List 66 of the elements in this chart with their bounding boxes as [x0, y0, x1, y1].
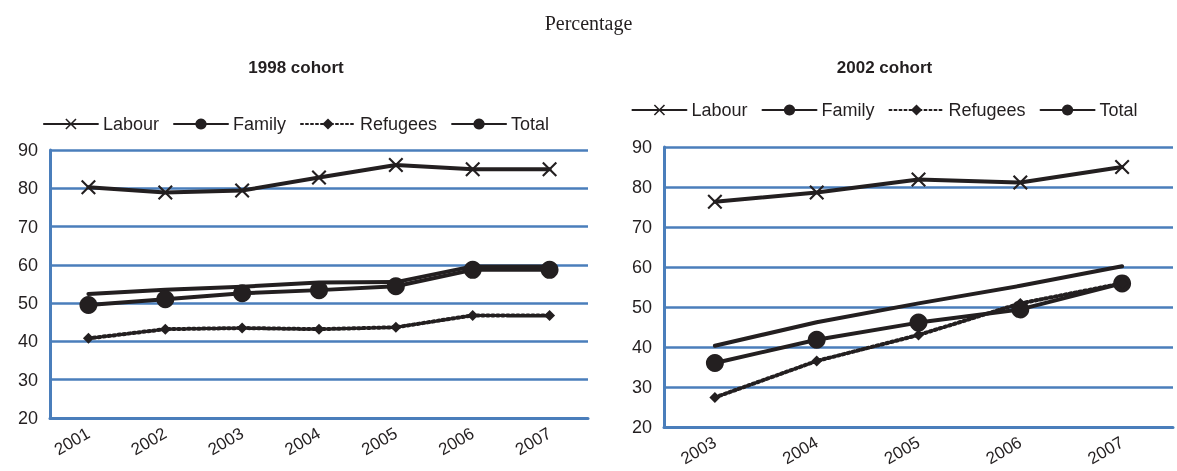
y-tick-label: 80: [17, 178, 38, 199]
x-tick-label: 2003: [204, 423, 247, 460]
y-tick-label: 90: [17, 140, 38, 160]
text: Percentage: [543, 12, 634, 35]
x-tick-label: 2004: [779, 432, 822, 469]
legend-label: Labour: [102, 114, 159, 134]
chart-title: 1998 cohort: [248, 58, 345, 77]
point: [234, 183, 250, 199]
y-tick-label: 60: [17, 254, 38, 275]
y-tick-label: 50: [17, 293, 38, 314]
y-tick-label: 20: [631, 417, 652, 437]
legend-label: Total: [1099, 100, 1138, 120]
point: [542, 161, 558, 177]
x-tick-label: 2007: [512, 423, 555, 460]
point: [156, 290, 175, 309]
x-tick-label: 2007: [1084, 432, 1127, 469]
point: [311, 170, 327, 186]
point: [233, 284, 252, 303]
legend-label: Labour: [691, 100, 748, 120]
x-tick-label: 2005: [358, 423, 401, 460]
y-tick-label: 30: [17, 369, 38, 390]
x-tick-label: 2006: [982, 432, 1026, 469]
x-tick-label: 2006: [435, 423, 478, 460]
y-tick-label: 20: [17, 408, 38, 428]
point: [463, 260, 482, 279]
point: [540, 260, 559, 279]
y-tick-label: 50: [631, 297, 652, 317]
point: [82, 332, 94, 344]
y-tick-label: 40: [631, 337, 652, 357]
point: [709, 391, 721, 403]
x-tick-label: 2002: [127, 423, 171, 460]
point: [909, 313, 928, 332]
y-tick-label: 30: [631, 377, 652, 397]
point: [707, 194, 723, 210]
line-series: [712, 264, 1125, 348]
chart-title: 2002 cohort: [836, 58, 933, 77]
point: [79, 296, 98, 315]
y-tick-label: 40: [17, 331, 38, 352]
legend-label: Refugees: [948, 100, 1026, 120]
point: [1012, 175, 1028, 191]
point: [809, 185, 825, 201]
point: [157, 185, 173, 200]
point: [911, 171, 926, 187]
point: [80, 179, 96, 195]
y-tick-label: 70: [631, 217, 652, 237]
point: [544, 309, 556, 321]
y-tick-label: 80: [631, 177, 652, 197]
legend-label: Refugees: [359, 114, 438, 134]
y-tick-label: 90: [631, 137, 652, 157]
point: [465, 161, 481, 177]
x-tick-label: 2004: [281, 423, 324, 460]
point: [386, 277, 405, 296]
y-tick-label: 60: [631, 257, 652, 277]
x-tick-label: 2003: [677, 432, 720, 469]
point: [1114, 159, 1130, 175]
legend-label: Family: [821, 100, 875, 120]
x-tick-label: 2005: [881, 432, 924, 469]
legend-label: Total: [511, 114, 550, 134]
point: [807, 330, 826, 349]
x-tick-label: 2001: [50, 423, 94, 460]
point: [388, 157, 404, 173]
y-tick-label: 70: [17, 216, 38, 237]
point: [390, 321, 402, 333]
legend-label: Family: [232, 114, 286, 134]
point: [705, 354, 724, 372]
point: [811, 355, 823, 367]
